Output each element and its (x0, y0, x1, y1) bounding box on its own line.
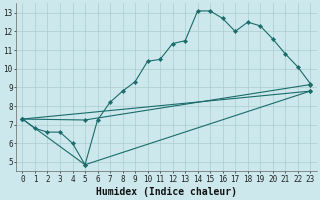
X-axis label: Humidex (Indice chaleur): Humidex (Indice chaleur) (96, 186, 237, 197)
